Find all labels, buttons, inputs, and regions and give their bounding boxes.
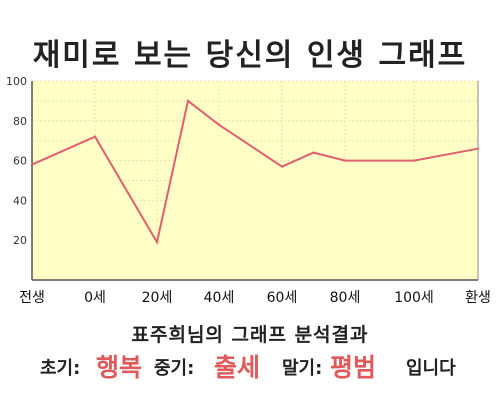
- x-tick-label: 100세: [394, 290, 434, 306]
- axes: [31, 81, 479, 281]
- y-tick-label: 60: [13, 155, 27, 168]
- data-point: [155, 240, 159, 244]
- y-tick-labels: 20 40 60 80 100: [6, 75, 27, 247]
- life-line: [31, 99, 479, 245]
- late-value: 평범: [330, 353, 377, 382]
- life-area-fill: [32, 100, 478, 281]
- data-point: [30, 163, 34, 166]
- x-tick-label: 0세: [84, 290, 106, 306]
- x-tick-label: 전생: [19, 290, 45, 306]
- y-tick-label: 80: [13, 115, 27, 128]
- x-tick-label: 60세: [267, 290, 298, 306]
- x-tick-label: 80세: [330, 290, 361, 306]
- data-point: [186, 99, 190, 103]
- data-point: [476, 147, 480, 150]
- middle-label: 중기:: [154, 358, 195, 379]
- x-tick-label: 20세: [142, 290, 173, 306]
- data-point: [280, 165, 284, 168]
- analysis-result: 초기: 행복 중기: 출세 말기: 평범 입니다: [0, 346, 500, 382]
- data-point: [93, 135, 97, 138]
- middle-value: 출세: [214, 353, 261, 382]
- data-point: [217, 123, 221, 126]
- life-graph-chart: 20 40 60 80 100 전생 0세 20세 40세 60세 80세 100세 환생: [6, 75, 491, 306]
- chart-title: 재미로 보는 당신의 인생 그래프: [32, 38, 468, 73]
- y-tick-label: 100: [6, 75, 27, 88]
- early-label: 초기:: [40, 358, 81, 379]
- result-suffix: 입니다: [406, 358, 456, 379]
- data-point: [412, 159, 416, 162]
- early-value: 행복: [96, 353, 143, 382]
- data-point: [343, 159, 347, 162]
- x-tick-label: 40세: [204, 290, 235, 306]
- analysis-subtitle: 표주희님의 그래프 분석결과: [131, 324, 369, 346]
- y-tick-label: 20: [13, 234, 27, 247]
- x-tick-labels: 전생 0세 20세 40세 60세 80세 100세 환생: [19, 290, 491, 306]
- x-tick-label: 환생: [465, 290, 491, 306]
- y-tick-label: 40: [13, 194, 27, 207]
- late-label: 말기:: [282, 358, 323, 379]
- data-point: [312, 151, 315, 154]
